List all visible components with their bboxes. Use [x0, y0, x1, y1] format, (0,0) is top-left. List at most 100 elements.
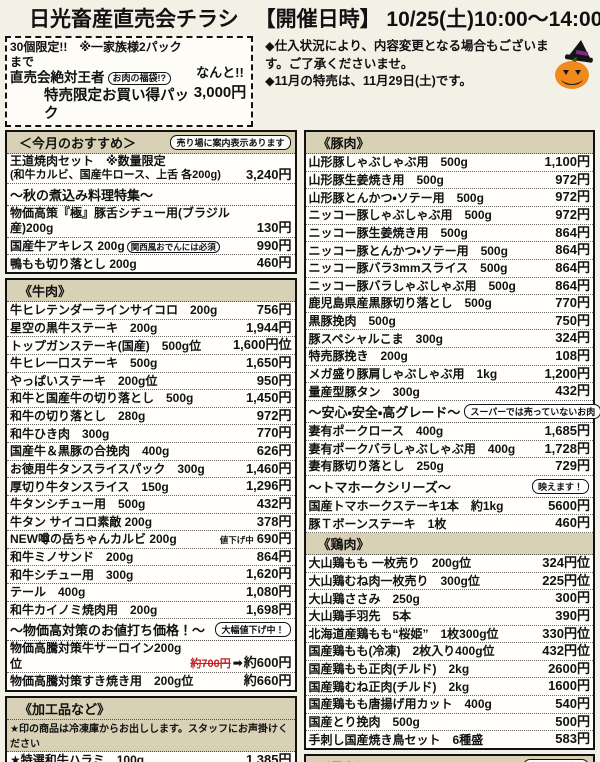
product-price: 756円 — [257, 302, 292, 319]
product-name: 国産とり挽肉 500g — [308, 714, 420, 729]
product-price: 1,620円 — [246, 566, 292, 583]
price-value: 540円 — [555, 696, 590, 711]
section-header: ＜今月のおすすめ＞ 売り場に案内表示あります — [7, 132, 295, 155]
product-label: 厚切り牛タンスライス 150g — [10, 480, 169, 495]
section-box: 《加工品など》 ★印の商品は冷凍庫からお出しします。スタッフにお声掛けください ★特… — [5, 695, 297, 762]
product-label: 特売豚挽き 200g — [309, 349, 408, 364]
price-value: 約600円 — [243, 655, 292, 671]
product-row: 国産鶏もも唐揚げ用カット 400g 540円 — [305, 696, 593, 714]
section-title: ～物価高対策のお値打ち価格！～ — [10, 623, 206, 639]
product-label: 大山鶏むね肉一枚売り 300g位 — [309, 574, 480, 589]
product-price: 770円 — [257, 425, 292, 442]
product-label: 山形豚とんかつ・ソテー用 500g — [309, 191, 484, 206]
product-row: 和牛カイノミ焼肉用 200g 1,698円 — [7, 602, 295, 620]
top-row: 30個限定!! ※一家族様2パックまで 直売会絶対王者 お肉の福袋!? 特売限定… — [5, 36, 595, 128]
product-label: ニッコー豚バラ3mmスライス 500g — [309, 261, 508, 276]
product-label: 鴨もも切り落とし 200g — [10, 257, 137, 272]
product-name: 大山鶏ささみ 250g — [308, 591, 420, 606]
section-box: ＜今月のおすすめ＞ 売り場に案内表示あります 王道焼肉セット ※数量限定 (和牛カルビ… — [5, 130, 297, 275]
price-value: 626円 — [256, 443, 292, 459]
product-row: 厚切り牛タンスライス 150g 1,296円 — [7, 478, 295, 496]
product-label: 牛ヒレ一口ステーキ 500g — [10, 356, 157, 371]
section-header: 《鶏肉》 — [305, 533, 593, 555]
price-value: 460円 — [256, 255, 292, 271]
right-column-boxes: 《豚肉》 山形豚しゃぶしゃぶ用 500g 1,100円 山形豚生姜焼き用 500g 97… — [303, 130, 600, 762]
price-value: 432円 — [256, 495, 292, 511]
section-note: ★印の商品は冷凍庫からお出しします。スタッフにお声掛けください — [7, 719, 295, 752]
product-price: 1,944円 — [246, 320, 292, 337]
section-title: 《鶏肉》 — [317, 537, 370, 552]
product-name: 物価高騰対策牛サーロイン200g位 — [10, 641, 182, 671]
product-row: 特売豚挽き 200g 108円 — [305, 348, 593, 366]
product-row: 大山鶏むね肉一枚売り 300g位 225円位 — [305, 572, 593, 591]
section-title: ～安心・安全・高グレード～ — [308, 404, 461, 420]
product-name: 山形豚しゃぶしゃぶ用 500g — [308, 155, 468, 170]
product-name: 鹿児島県産黒豚切り落とし 500g — [308, 296, 492, 311]
product-row: 山形豚とんかつ・ソテー用 500g 972円 — [305, 189, 593, 207]
product-row: 和牛ひき肉 300g 770円 — [7, 425, 295, 444]
product-price: 値下げ中 690円 — [220, 531, 292, 548]
product-price: 972円 — [555, 207, 590, 224]
price-value: 990円 — [256, 237, 292, 253]
section-title: 《豚肉》 — [317, 136, 370, 152]
notice-item: ◆11月の特売は、11月29日(土)です。 — [265, 74, 473, 88]
product-label: 山形豚しゃぶしゃぶ用 500g — [309, 155, 468, 170]
product-row: 鹿児島県産黒豚切り落とし 500g 770円 — [305, 295, 593, 313]
product-name: 和牛ミノサンド 200g — [10, 550, 134, 565]
product-row: 豚スペシャルこま 300g 324円 — [305, 330, 593, 348]
product-row: 国産牛アキレス 200g 関西風おでんには必須 990円 — [7, 238, 295, 256]
product-price: 1,296円 — [246, 478, 292, 495]
product-name: 豚Ｔボーンステーキ 1枚 — [308, 516, 447, 531]
product-price: 約660円 — [244, 673, 292, 690]
product-name: 国産トマホークステーキ1本 約1kg — [308, 499, 504, 514]
price-value: 864円 — [256, 548, 292, 564]
price-value: 1,100円 — [544, 154, 590, 170]
product-price: 1,385円 — [246, 752, 292, 762]
price-value: 1,296円 — [245, 478, 292, 494]
product-name: 和牛ひき肉 300g — [10, 426, 110, 441]
product-name: 国産牛アキレス 200g — [10, 239, 125, 254]
section-title: ～トマホークシリーズ～ — [308, 479, 451, 495]
product-price: 750円 — [555, 313, 590, 330]
product-price: 378円 — [257, 514, 292, 531]
price-value: 1,698円 — [245, 601, 292, 617]
section-header: 《加工品など》 — [7, 697, 295, 720]
product-name: 和牛の切り落とし 280g — [10, 409, 146, 424]
product-name: 国産鶏むね正肉(チルド) 2kg — [308, 679, 470, 694]
product-row: 国産牛＆黒豚の合挽肉 400g 626円 — [7, 443, 295, 461]
promo-price-label: なんと!! — [196, 64, 244, 80]
product-row: 妻有ポークバラしゃぶしゃぶ用 400g 1,728円 — [305, 441, 593, 459]
product-label: 物価高騰対策牛サーロイン200g位 — [10, 641, 186, 672]
product-name: お徳用牛タンスライスパック 300g — [10, 461, 205, 476]
product-name: ニッコー豚生姜焼き用 500g — [308, 225, 468, 240]
product-price: 864円 — [555, 242, 590, 259]
product-row: 豚Ｔボーンステーキ 1枚 460円 — [305, 515, 593, 533]
product-label: ニッコー豚バラしゃぶしゃぶ用 500g — [309, 279, 516, 294]
section-box: 《豚肉》 山形豚しゃぶしゃぶ用 500g 1,100円 山形豚生姜焼き用 500g 97… — [303, 130, 600, 750]
product-price: 432円位 — [542, 643, 590, 660]
promo-champion: 直売会絶対王者 — [10, 70, 105, 85]
product-label: 黒豚挽肉 500g — [309, 314, 396, 329]
product-label: ニッコー豚しゃぶしゃぶ用 500g — [309, 208, 492, 223]
product-name: 量産型豚タン 300g — [308, 384, 420, 399]
product-price: 3,240円 — [246, 167, 292, 184]
price-value: 1,944円 — [245, 319, 292, 335]
product-row: ニッコー豚とんかつ・ソテー用 500g 864円 — [305, 242, 593, 260]
product-row: ニッコー豚バラ3mmスライス 500g 864円 — [305, 260, 593, 278]
product-label: 和牛カイノミ焼肉用 200g — [10, 603, 157, 618]
price-value: 864円 — [555, 277, 590, 293]
product-row: 和牛の切り落とし 280g 972円 — [7, 408, 295, 426]
product-name: 王道焼肉セット ※数量限定 — [10, 154, 166, 169]
product-row: 鴨もも切り落とし 200g 460円 — [7, 255, 295, 272]
product-row: ニッコー豚生姜焼き用 500g 864円 — [305, 225, 593, 243]
product-label: NEW噂の岳ちゃんカルビ 200g — [10, 532, 177, 547]
section-header: ～トマホークシリーズ～ 映えます！ — [305, 475, 593, 498]
product-label: 国産牛＆黒豚の合挽肉 400g — [10, 444, 169, 459]
product-price: 972円 — [257, 408, 292, 425]
product-price: 約700円 ➡約600円 — [190, 655, 291, 672]
product-row: 北海道産鶏もも“桜姫” 1枚300g位 330円位 — [305, 626, 593, 644]
price-value: 225円位 — [542, 572, 590, 588]
product-name: トップガンステーキ(国産) 500g位 — [10, 338, 202, 353]
price-value: 約660円 — [243, 673, 292, 689]
